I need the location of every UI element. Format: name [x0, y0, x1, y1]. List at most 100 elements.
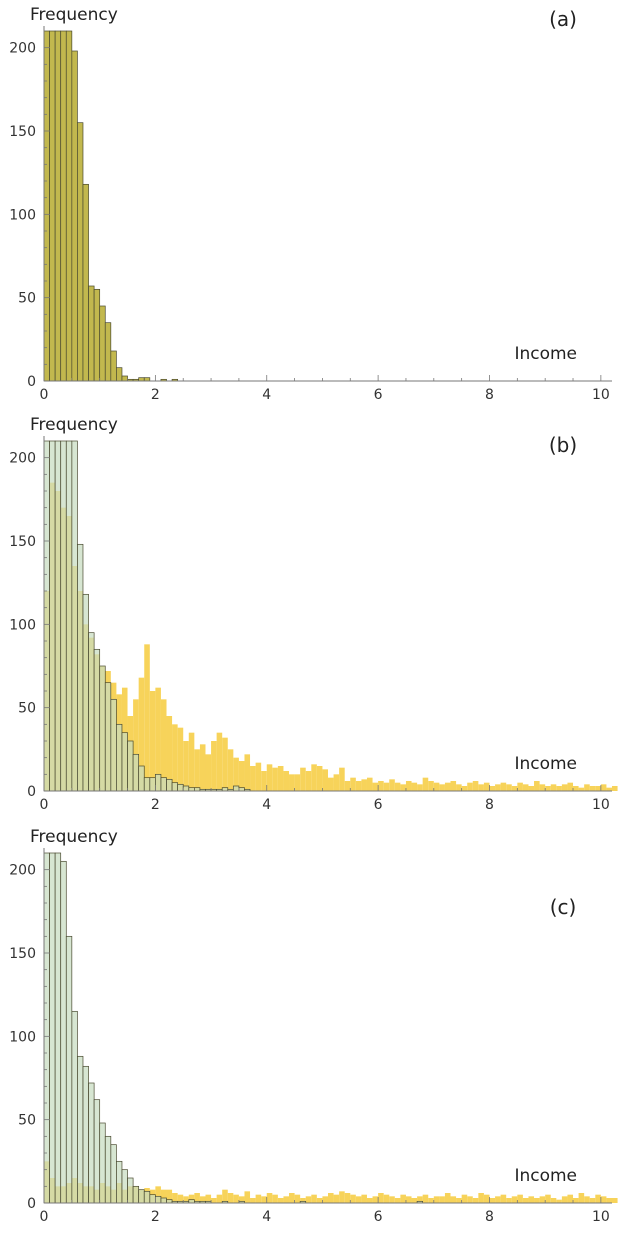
- bar-gold: [183, 741, 189, 791]
- bar-gold: [400, 1194, 406, 1203]
- bar-green: [127, 1177, 134, 1204]
- bar-gold: [489, 786, 496, 791]
- bar-gold: [478, 1193, 484, 1203]
- bar-gold: [361, 779, 367, 791]
- bar-green: [121, 732, 128, 792]
- bar-gold: [550, 1198, 557, 1203]
- bar-gold: [389, 1196, 395, 1203]
- bar-gold: [183, 1196, 189, 1203]
- bar-gold: [383, 1194, 390, 1203]
- x-tick-label: 6: [374, 387, 383, 403]
- bar-gold: [511, 1196, 518, 1203]
- bar-gold: [172, 1193, 178, 1203]
- bar-green: [138, 765, 145, 792]
- bar-gold: [316, 766, 323, 791]
- bar-green: [77, 543, 84, 792]
- bar-gold: [506, 1198, 512, 1203]
- bar-green: [110, 698, 117, 792]
- bar-green: [160, 1197, 167, 1204]
- y-tick-label: 50: [18, 291, 36, 307]
- x-tick-label: 8: [485, 387, 494, 403]
- bar-gold: [456, 1198, 462, 1203]
- bar-gold: [500, 1194, 507, 1203]
- bar-gold: [573, 1198, 579, 1203]
- bar-green: [171, 782, 179, 792]
- bar-gold: [339, 1191, 345, 1203]
- bar-gold: [272, 767, 278, 791]
- x-tick-label: 8: [485, 797, 494, 813]
- bar-gold: [155, 1186, 161, 1203]
- bar-green: [155, 773, 162, 792]
- bar-gold: [545, 786, 551, 791]
- bar-olive: [71, 50, 78, 382]
- bar-green: [149, 1194, 156, 1204]
- bar-gold: [199, 744, 206, 791]
- bar-green: [132, 753, 140, 792]
- bar-gold: [188, 1194, 195, 1203]
- bar-green: [127, 740, 134, 792]
- x-tick-label: 8: [485, 1209, 494, 1225]
- bar-green: [110, 1144, 117, 1204]
- bar-gold: [160, 1189, 167, 1203]
- bar-green: [143, 1190, 151, 1204]
- bar-gold: [355, 781, 362, 791]
- bar-gold: [294, 1194, 301, 1203]
- bar-green: [93, 1099, 101, 1204]
- bar-green: [82, 593, 89, 792]
- bar-gold: [561, 1196, 568, 1203]
- bar-olive: [54, 30, 62, 382]
- bar-gold: [467, 782, 473, 791]
- bar-gold: [238, 761, 245, 791]
- bar-green: [65, 935, 73, 1204]
- bar-green: [49, 440, 56, 792]
- bar-gold: [166, 1189, 173, 1203]
- series-green: [43, 852, 424, 1204]
- bar-gold: [411, 1198, 418, 1203]
- bar-gold: [244, 754, 251, 791]
- x-tick-label: 10: [592, 1209, 610, 1225]
- bar-gold: [567, 1194, 574, 1203]
- bar-gold: [461, 786, 468, 791]
- bar-gold: [233, 1194, 239, 1203]
- bar-gold: [216, 1194, 223, 1203]
- bar-gold: [567, 782, 574, 791]
- panel-label: (a): [549, 7, 577, 31]
- bar-gold: [600, 1196, 607, 1203]
- bar-gold: [584, 784, 590, 791]
- bar-gold: [528, 1196, 535, 1203]
- bar-gold: [250, 766, 256, 791]
- bar-gold: [478, 784, 484, 791]
- panel-b: 0 2 4 6 8 10 0 50 100 150 200 Frequency Income (b): [0, 410, 624, 821]
- bar-gold: [350, 1194, 356, 1203]
- bar-gold: [417, 784, 423, 791]
- bar-gold: [289, 774, 295, 791]
- bar-gold: [199, 1196, 206, 1203]
- bar-gold: [433, 782, 440, 791]
- y-tick-label: 200: [9, 451, 36, 467]
- bar-gold: [411, 782, 418, 791]
- bar-gold: [517, 1194, 523, 1203]
- bar-gold: [266, 764, 273, 791]
- bar-gold: [294, 774, 301, 791]
- bar-gold: [433, 1196, 440, 1203]
- bar-gold: [166, 716, 173, 791]
- bar-gold: [545, 1194, 551, 1203]
- bar-gold: [595, 786, 601, 791]
- bar-gold: [483, 782, 490, 791]
- y-axis-title: Frequency: [30, 827, 118, 847]
- bar-gold: [517, 782, 523, 791]
- series-olive: [43, 30, 179, 382]
- y-axis-title: Frequency: [30, 5, 118, 25]
- bar-green: [60, 860, 67, 1204]
- bar-gold: [328, 777, 334, 791]
- x-axis-title: Income: [514, 344, 577, 364]
- bar-gold: [456, 784, 462, 791]
- bar-gold: [500, 782, 507, 791]
- bar-gold: [439, 784, 445, 791]
- bar-gold: [227, 1193, 234, 1203]
- bar-olive: [88, 285, 95, 382]
- y-tick-label: 150: [9, 534, 36, 550]
- bar-gold: [589, 786, 596, 791]
- x-tick-label: 4: [262, 797, 271, 813]
- bar-gold: [211, 741, 217, 791]
